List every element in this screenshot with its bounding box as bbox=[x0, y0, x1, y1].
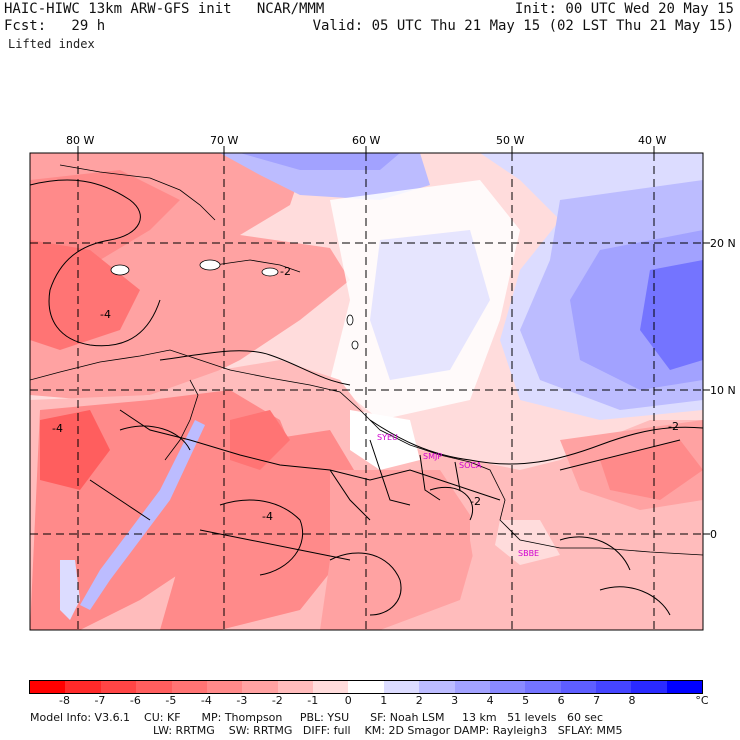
colorbar-label: 1 bbox=[380, 694, 388, 707]
lon-label: 70 W bbox=[210, 134, 238, 147]
colorbar-swatch bbox=[30, 681, 66, 693]
station-label-syeu: SYEU bbox=[377, 433, 398, 442]
colorbar-swatch bbox=[560, 681, 596, 693]
colorbar-swatch bbox=[666, 681, 703, 693]
colorbar-swatch bbox=[206, 681, 243, 693]
lifted-index-field: -4 -2 -2 -4 -2 -4 SYEU SMJP SOCA SBBE bbox=[30, 153, 703, 630]
lon-label: 60 W bbox=[352, 134, 380, 147]
colorbar-swatch bbox=[65, 681, 101, 693]
lat-lon-grid bbox=[30, 153, 703, 630]
colorbar-swatch bbox=[525, 681, 561, 693]
colorbar-swatch bbox=[596, 681, 632, 693]
colorbar-label: 4 bbox=[486, 694, 494, 707]
contour-label: -2 bbox=[280, 265, 291, 278]
colorbar-label: -6 bbox=[129, 694, 141, 707]
colorbar-swatch bbox=[136, 681, 172, 693]
colorbar-swatch bbox=[383, 681, 420, 693]
model-info-line1: Model Info: V3.6.1 CU: KF MP: Thompson P… bbox=[30, 711, 603, 724]
station-label-sbbe: SBBE bbox=[518, 549, 539, 558]
lon-label: 50 W bbox=[496, 134, 524, 147]
colorbar-unit: °C bbox=[695, 694, 709, 707]
colorbar-label: -5 bbox=[165, 694, 177, 707]
contour-label: -2 bbox=[470, 495, 481, 508]
lat-label: 0 bbox=[710, 528, 717, 541]
colorbar-swatch bbox=[454, 681, 490, 693]
lon-label: 80 W bbox=[66, 134, 94, 147]
colorbar-label: -4 bbox=[200, 694, 212, 707]
colorbar-swatch bbox=[277, 681, 313, 693]
colorbar-label: 8 bbox=[628, 694, 636, 707]
political-borders bbox=[89, 409, 501, 561]
valid-time: Valid: 05 UTC Thu 21 May 15 (02 LST Thu … bbox=[312, 18, 734, 34]
contour-label: -4 bbox=[52, 422, 63, 435]
colorbar-label: -2 bbox=[271, 694, 283, 707]
colorbar-swatch bbox=[631, 681, 667, 693]
forecast-hour: Fcst: 29 h bbox=[4, 18, 106, 34]
colorbar-label: 0 bbox=[344, 694, 352, 707]
colorbar bbox=[29, 680, 703, 694]
station-label-smjp: SMJP bbox=[423, 452, 442, 461]
islands bbox=[110, 259, 359, 350]
coastlines bbox=[30, 164, 703, 556]
lat-label: 20 N bbox=[710, 237, 736, 250]
colorbar-swatch bbox=[313, 681, 349, 693]
map-title: HAIC-HIWC 13km ARW-GFS init NCAR/MMM bbox=[4, 1, 325, 17]
colorbar-swatch bbox=[171, 681, 207, 693]
colorbar-label: 3 bbox=[451, 694, 459, 707]
colorbar-label: -1 bbox=[307, 694, 319, 707]
colorbar-label: -8 bbox=[58, 694, 70, 707]
colorbar-swatch bbox=[489, 681, 526, 693]
station-label-soca: SOCA bbox=[459, 461, 482, 470]
colorbar-label: -3 bbox=[236, 694, 248, 707]
colorbar-swatch bbox=[419, 681, 455, 693]
colorbar-swatch bbox=[100, 681, 137, 693]
contour-label: -2 bbox=[668, 420, 679, 433]
colorbar-swatch bbox=[242, 681, 278, 693]
colorbar-label: 7 bbox=[593, 694, 601, 707]
colorbar-label: 6 bbox=[557, 694, 565, 707]
contour-label: -4 bbox=[262, 510, 273, 523]
lat-label: 10 N bbox=[710, 384, 736, 397]
lon-label: 40 W bbox=[638, 134, 666, 147]
field-name: Lifted index bbox=[8, 37, 95, 51]
contour-label: -4 bbox=[100, 308, 111, 321]
model-info-line2: LW: RRTMG SW: RRTMG DIFF: full KM: 2D Sm… bbox=[153, 724, 623, 737]
colorbar-swatch bbox=[348, 681, 384, 693]
init-time: Init: 00 UTC Wed 20 May 15 bbox=[514, 1, 734, 17]
colorbar-label: -7 bbox=[94, 694, 106, 707]
contour-lines bbox=[30, 179, 703, 616]
colorbar-label: 5 bbox=[522, 694, 530, 707]
colorbar-label: 2 bbox=[415, 694, 423, 707]
